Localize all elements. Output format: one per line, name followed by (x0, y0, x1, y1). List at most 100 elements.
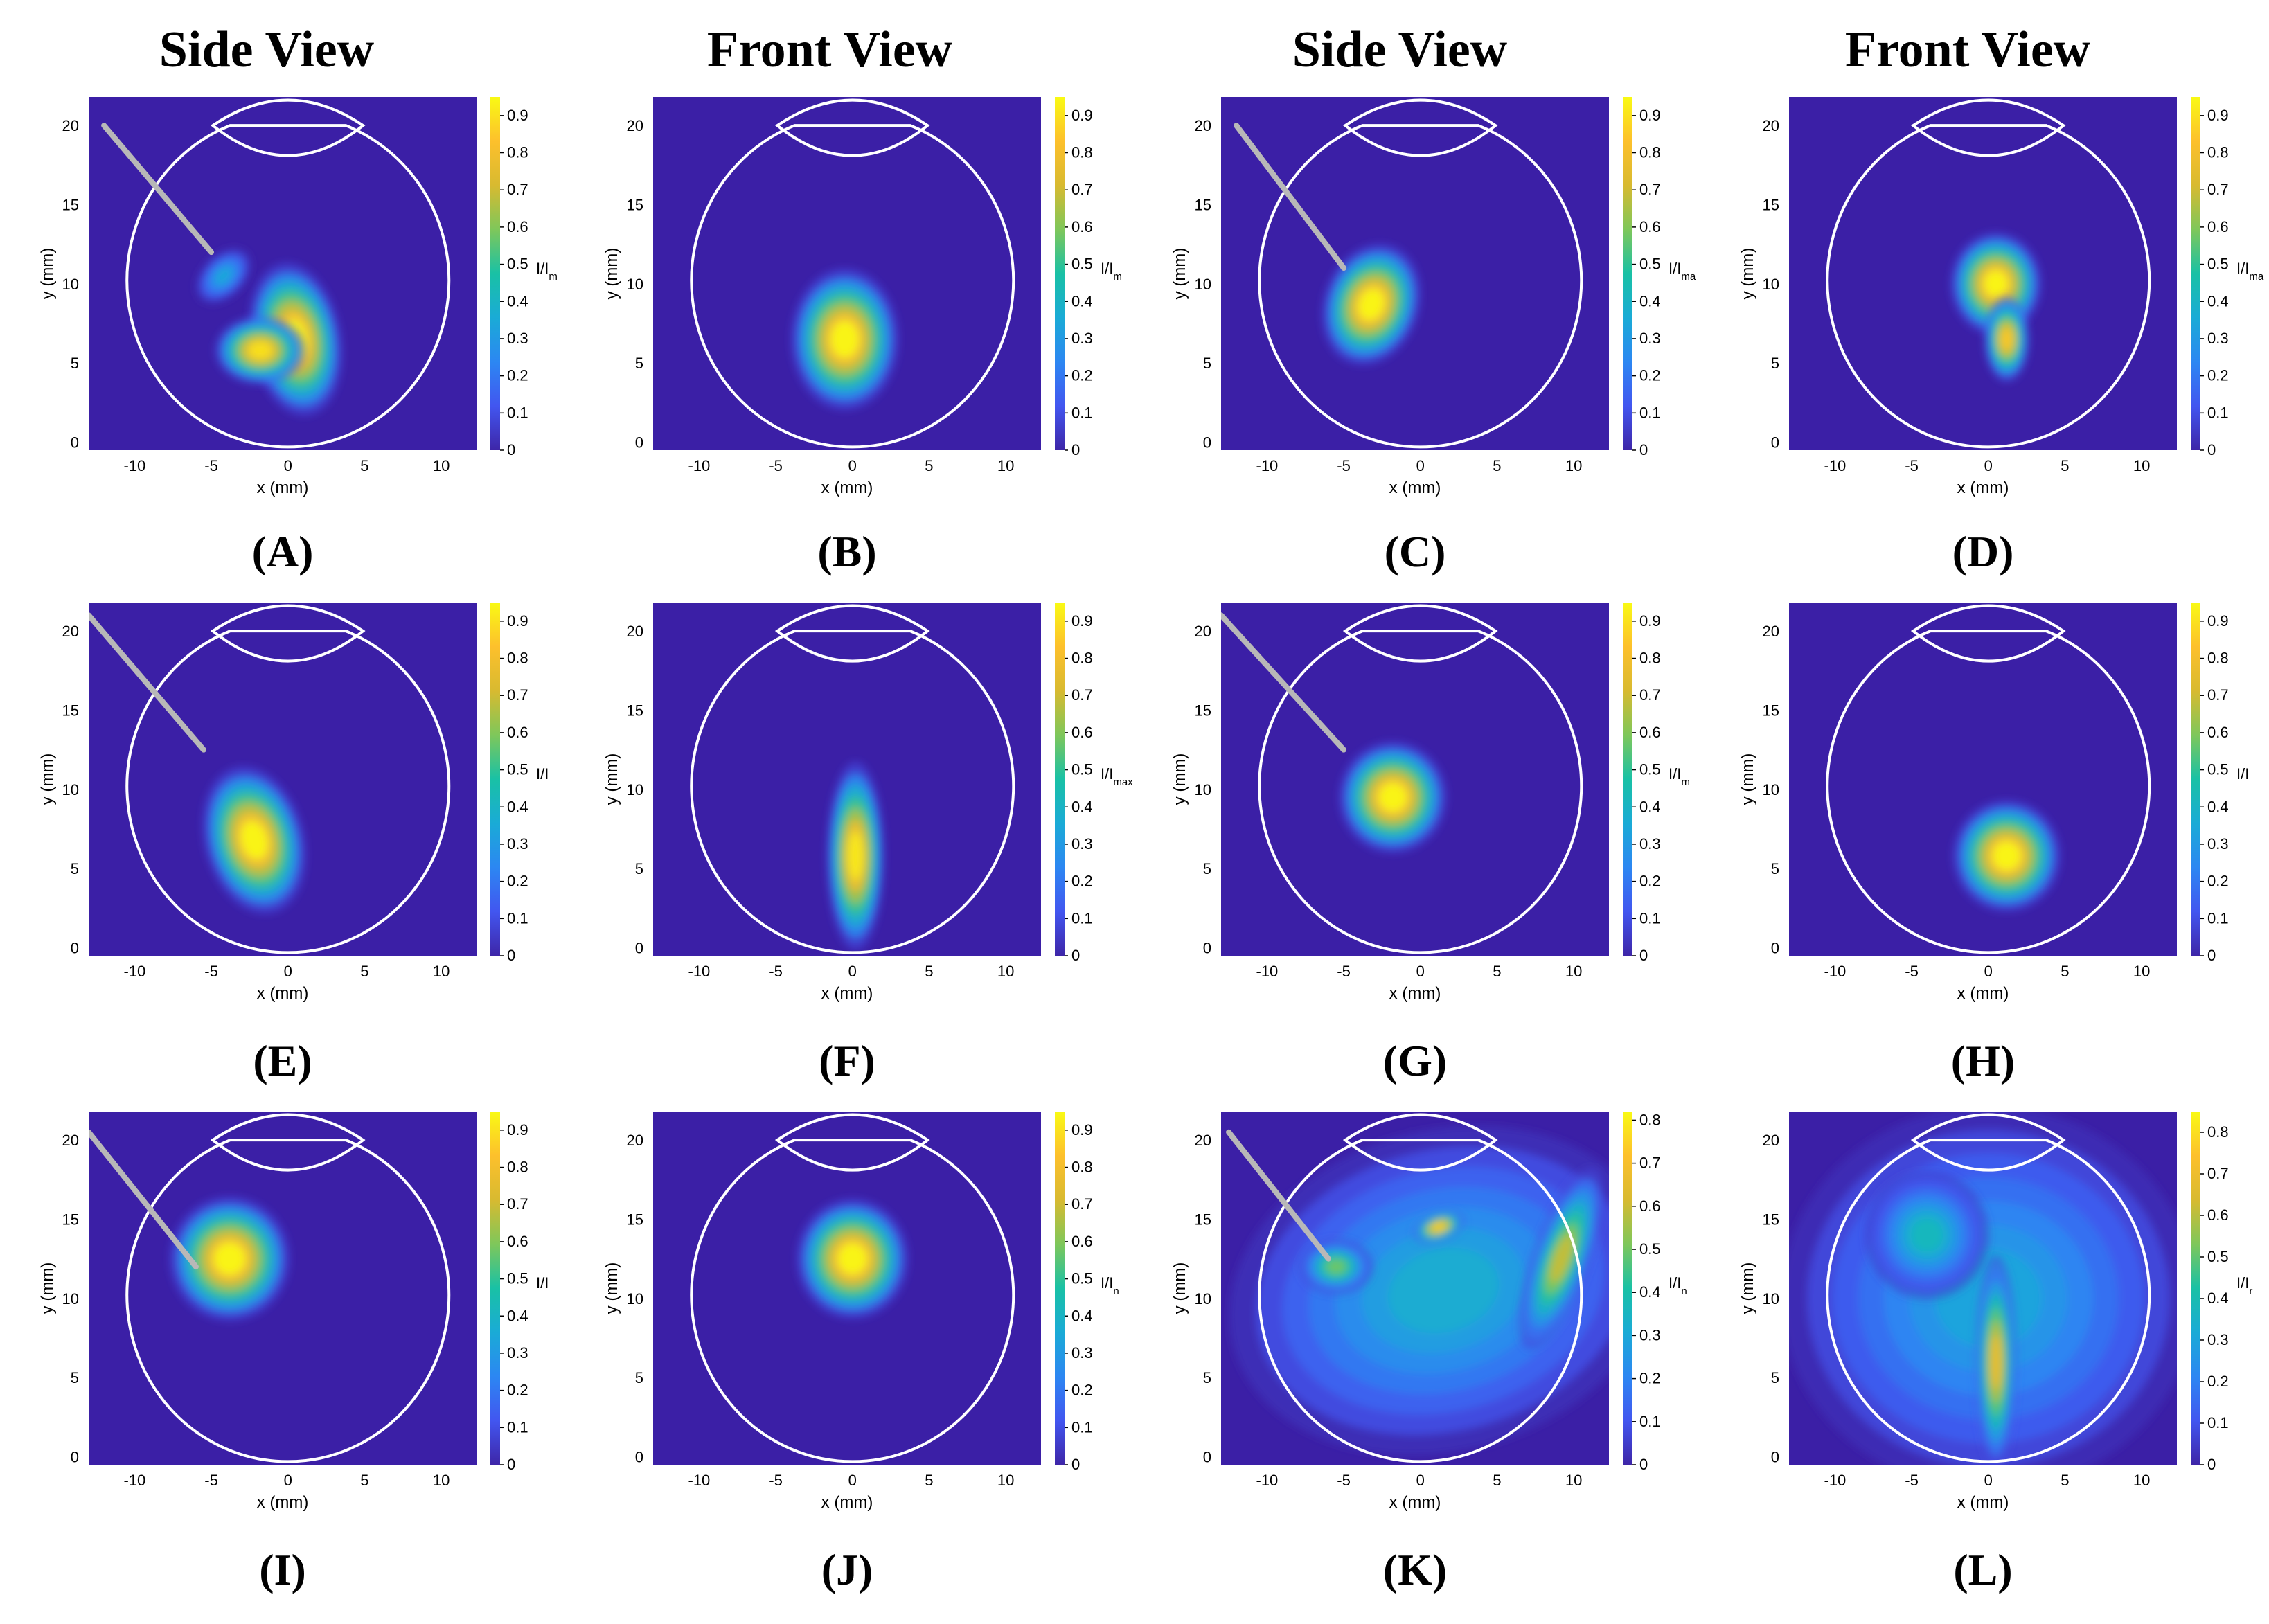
colorbar-tick-label: 0.8 (1071, 1159, 1093, 1176)
x-tick-label: -10 (688, 457, 711, 474)
colorbar-tick-label: 0.8 (507, 650, 528, 667)
colorbar-tick-label: 0 (507, 1456, 515, 1473)
colorbar-tick-label: 0.3 (1071, 835, 1093, 853)
intensity-blob (790, 269, 899, 410)
x-axis-label: x (mm) (257, 984, 309, 1003)
x-tick-label: -5 (204, 457, 218, 474)
needle-hydrophone (1221, 612, 1347, 753)
x-tick-label: -5 (1905, 1472, 1919, 1489)
panel-caption-B: (B) (817, 527, 877, 576)
colorbar-tick-label: 0.5 (507, 256, 528, 273)
water-bath-outline (125, 630, 451, 954)
colorbar-tick-label: 0 (1071, 947, 1080, 964)
transducer-lens (774, 604, 930, 663)
colorbar-tick-label: 0.8 (507, 1159, 528, 1176)
y-tick-label: 0 (1771, 1449, 1779, 1466)
x-tick-label: 0 (848, 1472, 857, 1489)
intensity-blob (1952, 800, 2061, 912)
heatmap-A: -10 -5 0 5 10 0 5 10 15 20 x (mm) y (mm) 0 0.1 0.2 0.3 0… (38, 97, 558, 497)
colorbar-tick-label: 0.1 (507, 1418, 528, 1436)
colorbar (1055, 97, 1065, 450)
colorbar-tick-label: 0.6 (1071, 218, 1093, 235)
colorbar-tick-label: 0.1 (1071, 404, 1093, 421)
y-tick-label: 10 (1195, 276, 1211, 293)
colorbar-tick-label: 0.3 (2207, 330, 2229, 347)
colorbar-tick-label: 0.5 (1639, 1240, 1661, 1258)
colorbar-tick-label: 0.4 (1071, 1307, 1093, 1324)
y-tick-label: 20 (1763, 623, 1779, 640)
heatmap-J: -10 -5 0 5 10 0 5 10 15 20 x (mm) y (mm) 0 0.1 0.2 0.3 0… (603, 1112, 1119, 1512)
intensity-blob (1950, 232, 2042, 335)
colorbar-tick-label: 0.1 (2207, 1414, 2229, 1431)
y-tick-label: 0 (635, 1449, 643, 1466)
colorbar-tick-label: 0.6 (1639, 724, 1661, 741)
x-tick-label: -10 (1256, 1472, 1279, 1489)
intensity-blob (1865, 1170, 1989, 1300)
y-tick-label: 0 (1203, 1449, 1211, 1466)
transducer-lens (1910, 98, 2066, 157)
y-tick-label: 10 (62, 781, 79, 798)
x-tick-label: 10 (433, 1472, 450, 1489)
x-tick-label: 10 (997, 1472, 1014, 1489)
colorbar-tick-label: 0.2 (507, 873, 528, 890)
x-axis-label: x (mm) (1957, 479, 2009, 497)
needle-hydrophone (101, 123, 215, 256)
heatmap-K: -10 -5 0 5 10 0 5 10 15 20 x (mm) y (mm) 0 0.1 0.2 0.3 0… (1171, 1111, 1687, 1512)
x-tick-label: 5 (2061, 1472, 2069, 1489)
colorbar-tick-label: 0.8 (1639, 144, 1661, 161)
heatmap-B: -10 -5 0 5 10 0 5 10 15 20 x (mm) y (mm) 0 0.1 0.2 0.3 0… (603, 97, 1122, 497)
intensity-blob (202, 767, 306, 914)
y-tick-label: 10 (1195, 1290, 1211, 1308)
y-axis-label: y (mm) (1171, 1262, 1189, 1314)
y-axis-label: y (mm) (1738, 248, 1757, 300)
y-tick-label: 20 (627, 117, 643, 134)
colorbar-tick-label: 0.7 (2207, 1165, 2229, 1182)
x-tick-label: 5 (360, 1472, 368, 1489)
heatmap-I: -10 -5 0 5 10 0 5 10 15 20 x (mm) y (mm) 0 0.1 0.2 0.3 0… (38, 1112, 549, 1512)
y-tick-label: 5 (1203, 860, 1211, 877)
colorbar-tick-label: 0.7 (507, 1195, 528, 1213)
x-tick-label: -10 (1256, 963, 1279, 980)
colorbar-tick-label: 0.2 (1639, 1370, 1661, 1387)
water-bath-outline (1826, 124, 2151, 449)
heatmap-C: -10 -5 0 5 10 0 5 10 15 20 x (mm) y (mm) 0 0.1 0.2 0.3 0… (1171, 97, 1696, 497)
x-tick-label: -10 (688, 1472, 711, 1489)
x-tick-label: -5 (769, 457, 783, 474)
y-axis-label: y (mm) (1171, 753, 1189, 805)
y-tick-label: 15 (627, 702, 643, 720)
colorbar-tick-label: 0.9 (2207, 612, 2229, 630)
colorbar-tick-label: 0.1 (1639, 909, 1661, 927)
x-tick-label: 0 (1984, 1472, 1993, 1489)
colorbar-label: I/In (1669, 1274, 1687, 1297)
colorbar-label: I/Ima (1669, 260, 1696, 283)
colorbar-tick-label: 0.7 (1071, 1195, 1093, 1213)
y-tick-label: 15 (1195, 702, 1211, 720)
x-axis-label: x (mm) (1389, 984, 1441, 1003)
x-tick-label: -5 (1905, 457, 1919, 474)
colorbar-tick-label: 0.1 (507, 909, 528, 927)
colorbar-label: I/Ir (2236, 1274, 2252, 1297)
panel-caption-H: (H) (1950, 1036, 2016, 1085)
y-tick-label: 0 (1771, 434, 1779, 452)
colorbar-label: I/Imax (1101, 765, 1133, 788)
x-axis-label: x (mm) (257, 479, 309, 497)
colorbar-tick-label: 0.9 (507, 1121, 528, 1139)
x-tick-label: 0 (284, 963, 292, 980)
colorbar (1055, 603, 1065, 956)
water-bath-outline (125, 1139, 451, 1463)
colorbar-tick-label: 0.1 (1071, 1418, 1093, 1436)
x-tick-label: 5 (360, 457, 368, 474)
colorbar-tick-label: 0 (507, 441, 515, 458)
colorbar-label: I/I (2236, 765, 2249, 783)
x-tick-label: 5 (2061, 457, 2069, 474)
colorbar-tick-label: 0.3 (1071, 1344, 1093, 1362)
x-axis-label: x (mm) (1389, 1493, 1441, 1512)
x-tick-label: 0 (1984, 457, 1993, 474)
x-tick-label: -10 (1824, 1472, 1847, 1489)
colorbar-tick-label: 0.6 (2207, 218, 2229, 235)
y-tick-label: 15 (1195, 1211, 1211, 1229)
colorbar-tick-label: 0.5 (1071, 761, 1093, 778)
colorbar-tick-label: 0.4 (507, 798, 528, 815)
panel-C: -10 -5 0 5 10 0 5 10 15 20 x (mm) y (mm) 0 0.1 0.2 0.3 0… (1160, 90, 1700, 519)
x-tick-label: -5 (1337, 457, 1351, 474)
